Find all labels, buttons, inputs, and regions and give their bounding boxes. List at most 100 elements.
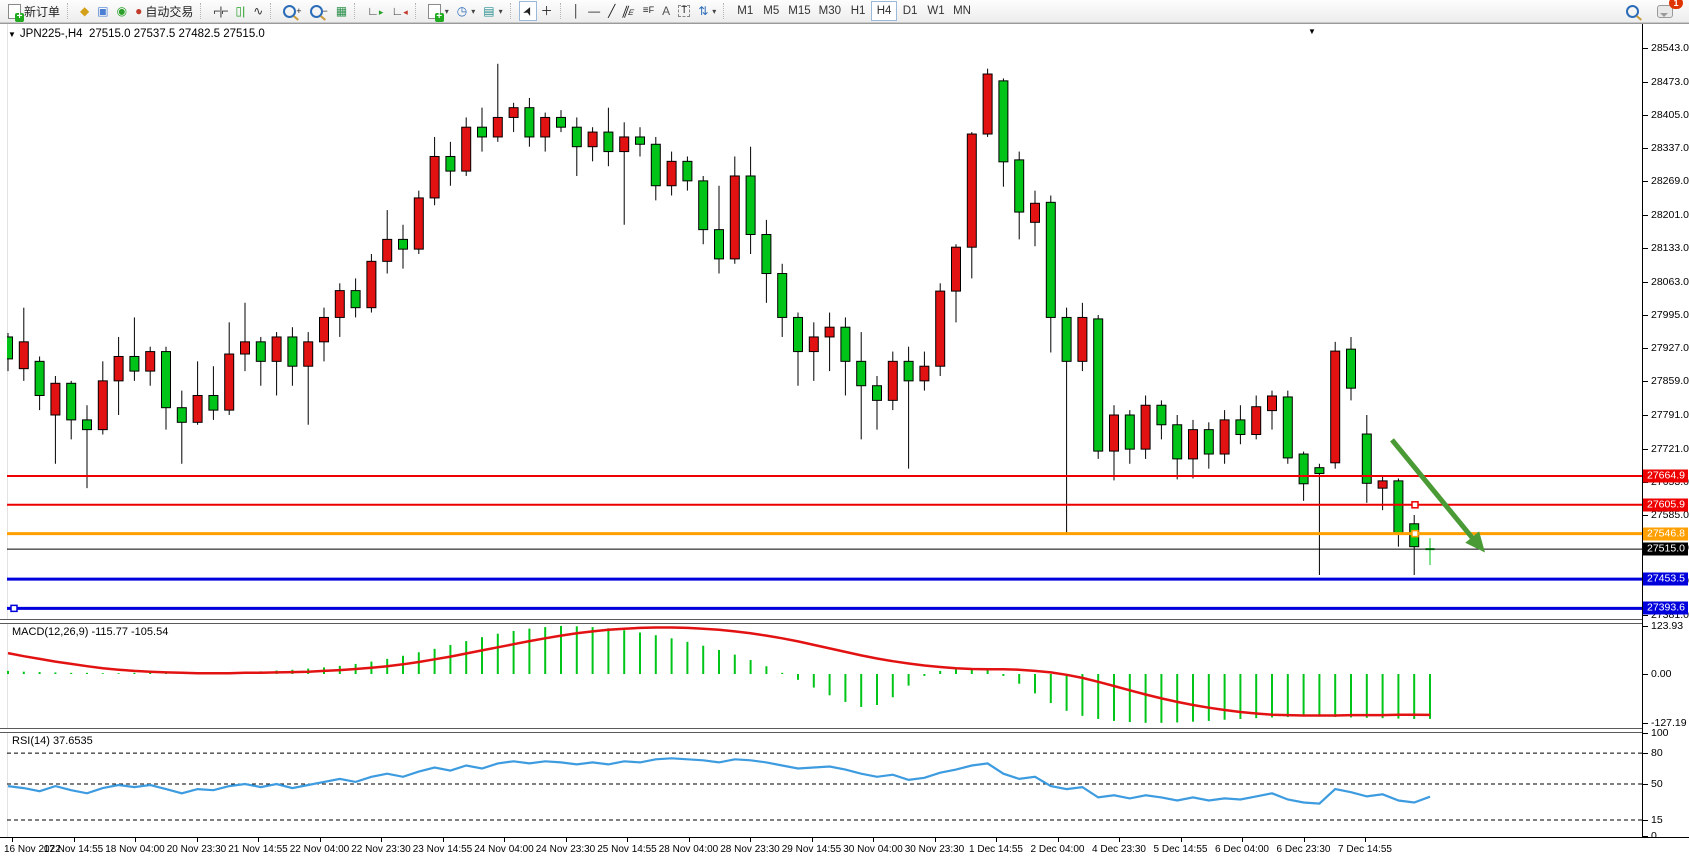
cursor-group: ➤ ＋ [518, 0, 557, 22]
time-axis[interactable]: 16 Nov 2022 17 Nov 14:55 18 Nov 04:00 20 No… [0, 837, 1689, 861]
axis-tick [1643, 47, 1648, 49]
indicators-button[interactable]: + ▾ [424, 1, 453, 22]
axis-tick [1643, 414, 1648, 416]
time-tick [381, 838, 382, 842]
clock-icon: ◷ [456, 4, 468, 18]
notifications-button[interactable]: 1 [1653, 0, 1683, 21]
market-watch-button[interactable]: ◆ [76, 1, 93, 21]
auto-scroll-icon: ∟▸ [367, 4, 384, 18]
vertical-line-button[interactable]: │ [569, 1, 585, 21]
time-tick [196, 838, 198, 842]
time-tick [565, 838, 567, 842]
rsi-tick-label: 15 [1651, 814, 1663, 827]
axis-tick [1643, 281, 1648, 283]
auto-trading-icon: ● [135, 4, 143, 18]
horizontal-line-button[interactable]: — [584, 1, 604, 21]
timeframe-m15[interactable]: M15 [784, 1, 814, 21]
candlestick-chart-button[interactable]: ▯| [231, 1, 249, 21]
timeframe-m1[interactable]: M1 [732, 1, 758, 21]
periods-button[interactable]: ◷ ▾ [453, 1, 480, 21]
symbol-dropdown-icon[interactable]: ▼ [8, 30, 16, 39]
rsi-tick-label: 50 [1651, 778, 1663, 790]
axis-tick [1643, 115, 1648, 116]
rsi-tick-label: 0 [1651, 829, 1657, 842]
market-watch-icon: ◆ [80, 4, 90, 18]
cursor-button[interactable]: ➤ [518, 1, 537, 21]
price-tick-label: 28133.0 [1651, 241, 1689, 254]
time-tick-label: 25 Nov 14:55 [597, 844, 657, 855]
time-tick-label: 30 Nov 23:30 [904, 844, 965, 855]
terminal-window-icon: ▣ [97, 4, 109, 18]
price-tick-label: 28269.0 [1651, 175, 1689, 188]
zoom-out-button[interactable]: − [306, 1, 332, 21]
time-tick-label: 16 Nov 2022 [4, 844, 61, 855]
arrows-button[interactable]: ⇅ ▾ [694, 1, 720, 21]
chart-shift-button[interactable]: ∟◂ [387, 1, 411, 21]
time-tick-label: 24 Nov 04:00 [474, 844, 534, 855]
price-tick-label: 28063.0 [1651, 275, 1689, 288]
channel-button[interactable]: ∥E [619, 1, 638, 21]
fibonacci-button[interactable]: ≡F [639, 1, 658, 21]
auto-trading-label: 自动交易 [145, 4, 194, 19]
toolbar-separator [200, 3, 206, 19]
chart-window[interactable]: ▼ JPN225-,H4 27515.0 27537.5 27482.5 2751… [0, 23, 1689, 861]
bar-chart-button[interactable]: ⌐|⌐ [209, 1, 231, 21]
macd-signal-line [7, 626, 1431, 717]
objects-group: │ — ╱ ∥E ≡F A T ⇅ ▾ [569, 0, 721, 22]
text-label-button[interactable]: T [674, 1, 694, 21]
timeframe-mn[interactable]: MN [949, 1, 975, 21]
zoom-in-icon [283, 4, 297, 18]
timeframe-d1[interactable]: D1 [897, 1, 923, 21]
price-tick-label: 28473.0 [1651, 75, 1689, 88]
time-tick [1057, 838, 1059, 842]
time-tick-label: 22 Nov 23:30 [351, 844, 411, 855]
axis-tick [1643, 614, 1648, 616]
new-order-button[interactable]: + 新订单 [4, 1, 64, 22]
time-tick-label: 4 Dec 23:30 [1092, 844, 1146, 855]
indicators-icon: + [427, 3, 444, 22]
templates-button[interactable]: ▤ ▾ [479, 1, 506, 21]
time-tick-label: 2 Dec 04:00 [1030, 844, 1085, 855]
indicator-group: + ▾ ◷ ▾ ▤ ▾ [424, 0, 507, 22]
price-axis[interactable]: 28543.0 28473.0 28405.0 28337.0 28269.0 28201… [1642, 24, 1689, 842]
terminal-window-button[interactable]: ▣ [93, 1, 112, 21]
timeframe-w1[interactable]: W1 [923, 1, 949, 21]
time-tick-label: 6 Dec 23:30 [1276, 844, 1331, 855]
timeframe-m5[interactable]: M5 [758, 1, 784, 21]
timeframe-h4[interactable]: H4 [871, 1, 898, 21]
auto-trading-button[interactable]: ● 自动交易 [131, 1, 197, 21]
axis-tick [1643, 835, 1648, 837]
macd-tick-label: 0.00 [1651, 668, 1672, 680]
chart-ohlc-values: 27515.0 27537.5 27482.5 27515.0 [88, 28, 265, 40]
price-level-label: 27393.6 [1643, 601, 1688, 615]
chart-shift-icon: ∟◂ [391, 4, 408, 18]
horizontal-level-lines[interactable] [7, 475, 1642, 613]
time-tick [1119, 838, 1120, 842]
tile-windows-button[interactable]: ▦ [332, 1, 351, 21]
trend-arrow-annotation[interactable] [1390, 438, 1485, 553]
macd-pane[interactable] [7, 622, 1642, 728]
chat-bubble-icon [1657, 4, 1673, 18]
search-button[interactable] [1622, 1, 1643, 21]
trendline-button[interactable]: ╱ [604, 1, 619, 21]
text-button[interactable]: A [658, 1, 674, 21]
crosshair-button[interactable]: ＋ [537, 1, 557, 21]
pane-separator[interactable] [0, 619, 1689, 624]
rsi-label: RSI(14) 37.6535 [12, 735, 93, 747]
line-chart-button[interactable]: ∿ [249, 1, 267, 21]
pane-grip-strip [0, 24, 8, 837]
rsi-pane[interactable] [7, 731, 1642, 837]
tile-windows-icon: ▦ [335, 4, 348, 18]
main-price-pane[interactable] [7, 25, 1642, 619]
axis-tick [1643, 674, 1648, 675]
auto-scroll-button[interactable]: ∟▸ [363, 1, 387, 21]
time-tick [1242, 838, 1243, 842]
timeframe-m30[interactable]: M30 [815, 1, 845, 21]
timeframe-h1[interactable]: H1 [845, 1, 871, 21]
price-level-label: 27664.9 [1643, 469, 1688, 483]
time-tick [750, 838, 751, 842]
zoom-in-button[interactable]: + [279, 1, 305, 21]
time-tick-label: 28 Nov 23:30 [720, 844, 780, 855]
signals-button[interactable]: ◉ [113, 1, 131, 21]
pane-separator[interactable] [0, 728, 1689, 733]
